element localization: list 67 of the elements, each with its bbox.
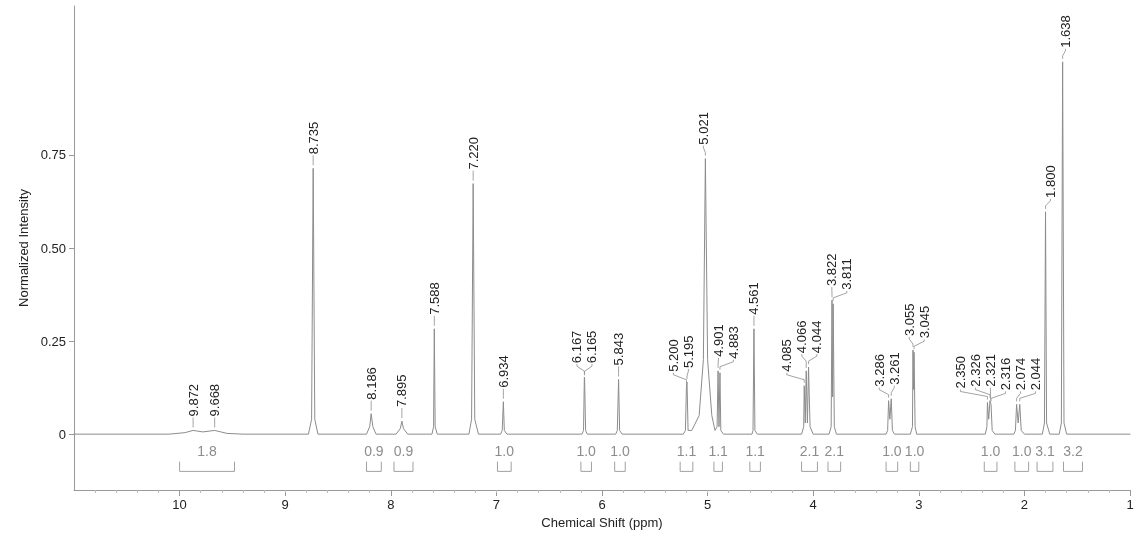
annotation: 8.186 bbox=[363, 367, 379, 400]
x-tick-label: 4 bbox=[809, 497, 817, 512]
annotation: 2.321 bbox=[982, 354, 998, 387]
annotation: 7.220 bbox=[465, 137, 481, 170]
annotation: 1.0 bbox=[904, 443, 925, 460]
annotation: 0.9 bbox=[364, 443, 384, 460]
annotation: 4.883 bbox=[725, 326, 741, 359]
x-tick-label: 2 bbox=[1020, 497, 1029, 512]
annotation: 5.195 bbox=[680, 335, 696, 369]
annotation: 4.085 bbox=[779, 339, 795, 372]
annotation: 1.1 bbox=[708, 443, 729, 460]
y-tick-label: 0.75 bbox=[40, 147, 66, 163]
x-tick-label: 6 bbox=[598, 497, 606, 512]
annotation: 7.895 bbox=[394, 374, 410, 408]
annotation: 3.286 bbox=[871, 354, 887, 387]
annotation: 2.044 bbox=[1027, 357, 1043, 391]
annotation: 5.021 bbox=[695, 112, 711, 145]
annotation: 3.2 bbox=[1063, 443, 1083, 460]
x-tick-label: 1 bbox=[1126, 497, 1134, 512]
annotation: 3.055 bbox=[901, 303, 917, 337]
annotation: 8.735 bbox=[305, 121, 321, 155]
annotation: 1.638 bbox=[1057, 15, 1073, 48]
annotation: 1.0 bbox=[882, 443, 902, 460]
x-axis-title: Chemical Shift (ppm) bbox=[541, 515, 663, 530]
annotation: 0.9 bbox=[393, 443, 414, 460]
annotation: 3.822 bbox=[824, 253, 840, 287]
annotation: 4.901 bbox=[710, 324, 726, 357]
annotation: 1.0 bbox=[576, 443, 597, 460]
x-tick-label: 7 bbox=[492, 497, 501, 512]
annotation: 6.165 bbox=[584, 330, 600, 364]
x-tick-label: 5 bbox=[703, 497, 712, 512]
x-tick-label: 8 bbox=[387, 497, 395, 512]
annotation: 2.326 bbox=[967, 354, 983, 387]
annotation: 3.045 bbox=[916, 305, 932, 339]
y-axis-title: Normalized Intensity bbox=[15, 188, 31, 307]
annotation: 1.1 bbox=[676, 443, 697, 460]
annotation: 9.872 bbox=[185, 383, 201, 417]
annotation: 2.074 bbox=[1012, 357, 1028, 391]
annotation: 2.1 bbox=[824, 443, 845, 460]
y-tick-label: 0.50 bbox=[40, 240, 66, 256]
annotation: 5.843 bbox=[611, 332, 627, 366]
annotation: 1.800 bbox=[1042, 165, 1058, 198]
annotation: 3.811 bbox=[839, 258, 855, 290]
annotation: 1.1 bbox=[745, 443, 766, 460]
annotation: 4.561 bbox=[746, 282, 762, 315]
x-tick-label: 9 bbox=[281, 497, 289, 512]
annotation: 4.044 bbox=[809, 320, 825, 354]
x-tick-label: 3 bbox=[915, 497, 923, 512]
annotation: 9.668 bbox=[207, 383, 223, 417]
annotation: 7.588 bbox=[426, 282, 442, 315]
annotation: 1.0 bbox=[494, 443, 515, 460]
annotation: 6.934 bbox=[495, 355, 511, 388]
annotation: 3.261 bbox=[886, 352, 902, 385]
annotation: 1.0 bbox=[610, 443, 630, 460]
annotation: 1.0 bbox=[980, 443, 1001, 460]
annotation: 1.8 bbox=[197, 443, 217, 460]
annotation: 4.066 bbox=[794, 320, 810, 354]
annotation: 1.0 bbox=[1012, 443, 1032, 460]
y-tick-label: 0 bbox=[58, 426, 66, 442]
annotation: 2.316 bbox=[997, 357, 1013, 391]
annotation: 6.167 bbox=[569, 330, 585, 364]
annotation: 2.350 bbox=[952, 355, 968, 389]
x-tick-label: 10 bbox=[172, 497, 187, 512]
annotation: 3.1 bbox=[1035, 443, 1055, 460]
y-tick-label: 0.25 bbox=[40, 333, 66, 349]
annotation: 5.200 bbox=[665, 339, 681, 372]
annotation: 2.1 bbox=[799, 443, 820, 460]
